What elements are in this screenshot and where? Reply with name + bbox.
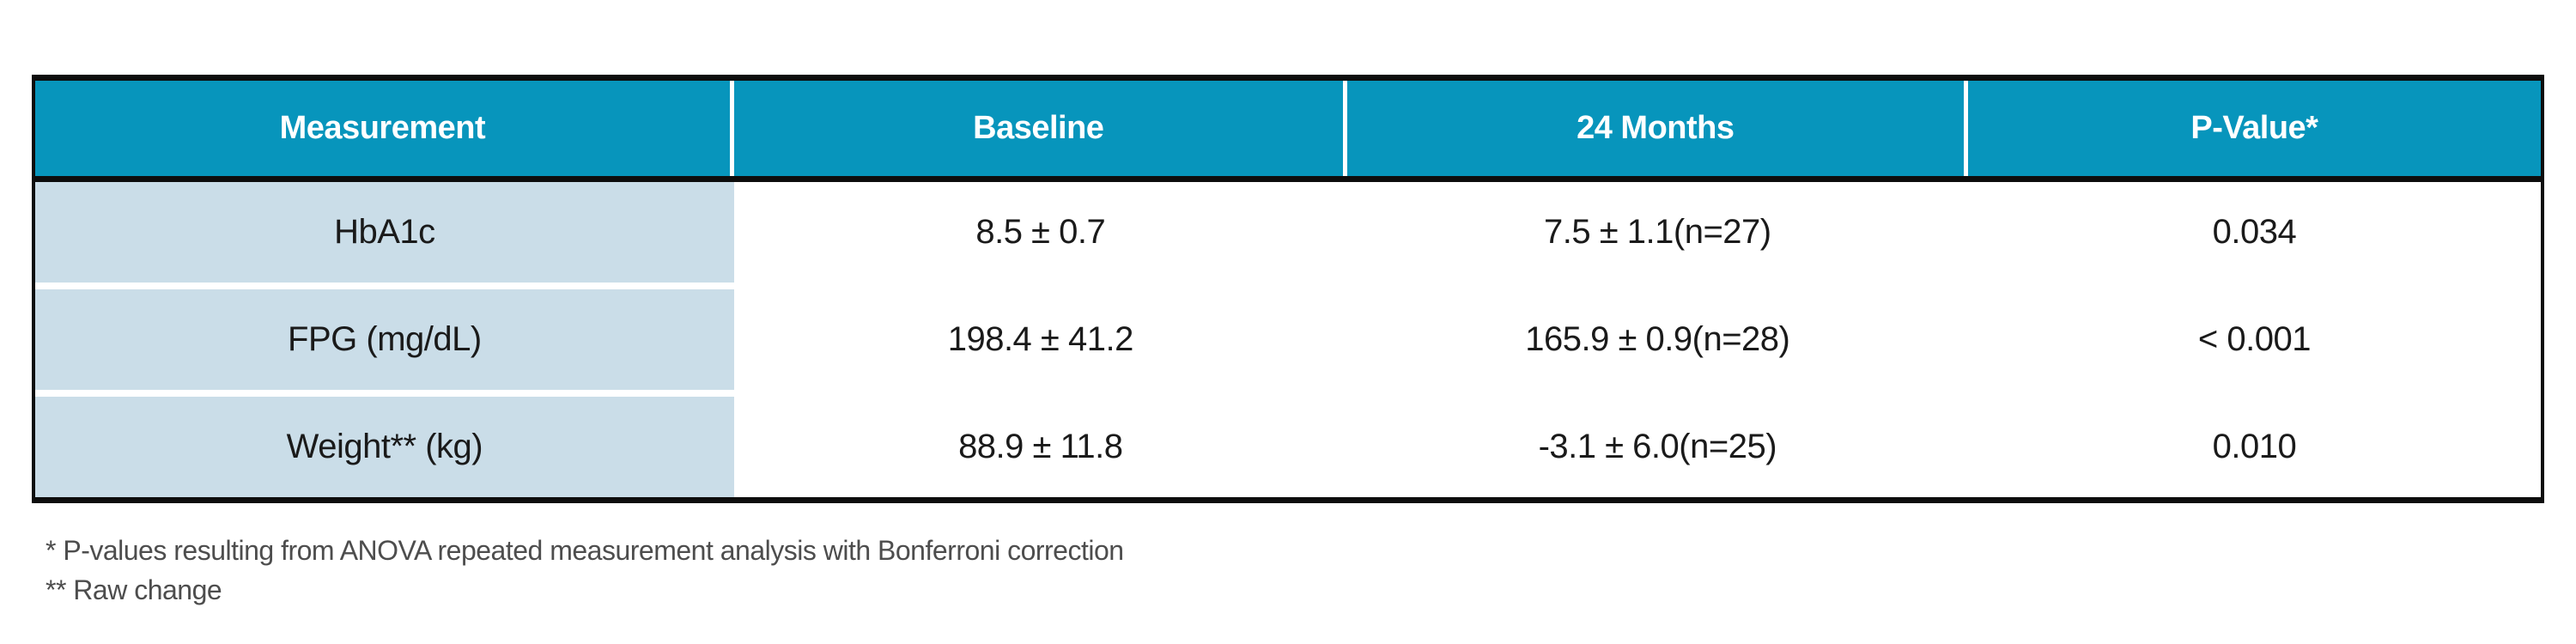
- cell-measurement: FPG (mg/dL): [35, 289, 734, 390]
- cell-p-value: 0.034: [1967, 182, 2541, 283]
- header-measurement: Measurement: [35, 81, 734, 176]
- cell-24-months: -3.1 ± 6.0(n=25): [1346, 397, 1968, 497]
- table-footnotes: * P-values resulting from ANOVA repeated…: [46, 531, 1124, 610]
- clinical-results-table: Measurement Baseline 24 Months P-Value* …: [32, 75, 2544, 503]
- table-row-weight: Weight** (kg) 88.9 ± 11.8 -3.1 ± 6.0(n=2…: [35, 397, 2541, 497]
- cell-24-months: 7.5 ± 1.1(n=27): [1346, 182, 1968, 283]
- header-baseline: Baseline: [733, 81, 1347, 176]
- cell-baseline: 88.9 ± 11.8: [733, 397, 1347, 497]
- cell-measurement: HbA1c: [35, 182, 734, 283]
- cell-baseline: 8.5 ± 0.7: [733, 182, 1347, 283]
- footnote-raw-change: ** Raw change: [46, 574, 222, 605]
- cell-baseline: 198.4 ± 41.2: [733, 289, 1347, 390]
- table-body: HbA1c 8.5 ± 0.7 7.5 ± 1.1(n=27) 0.034 FP…: [35, 182, 2541, 497]
- cell-p-value: < 0.001: [1967, 289, 2541, 390]
- table-header-row: Measurement Baseline 24 Months P-Value*: [35, 75, 2541, 182]
- cell-24-months: 165.9 ± 0.9(n=28): [1346, 289, 1968, 390]
- table-row-hba1c: HbA1c 8.5 ± 0.7 7.5 ± 1.1(n=27) 0.034: [35, 182, 2541, 283]
- header-24-months: 24 Months: [1346, 81, 1968, 176]
- table-row-fpg: FPG (mg/dL) 198.4 ± 41.2 165.9 ± 0.9(n=2…: [35, 289, 2541, 390]
- cell-p-value: 0.010: [1967, 397, 2541, 497]
- footnote-p-value: * P-values resulting from ANOVA repeated…: [46, 535, 1124, 566]
- header-p-value: P-Value*: [1967, 81, 2541, 176]
- cell-measurement: Weight** (kg): [35, 397, 734, 497]
